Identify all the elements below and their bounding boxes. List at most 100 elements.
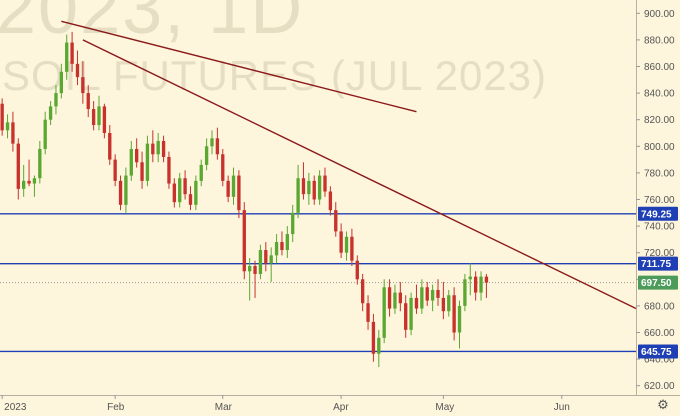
candle-body bbox=[226, 180, 230, 197]
x-tick-label: Mar bbox=[215, 402, 233, 413]
x-tick-label: 2023 bbox=[4, 402, 27, 413]
candle-body bbox=[124, 175, 128, 205]
y-tick-label: 880.00 bbox=[644, 35, 675, 46]
candle-body bbox=[301, 178, 306, 195]
candle-body bbox=[350, 236, 354, 261]
candle-body bbox=[285, 234, 289, 251]
trendline bbox=[82, 39, 637, 310]
y-tick-label: 840.00 bbox=[644, 89, 675, 100]
candle-body bbox=[113, 159, 117, 181]
candle-body bbox=[161, 140, 166, 157]
candle-body bbox=[382, 287, 386, 338]
candle-body bbox=[151, 143, 155, 155]
candle-body bbox=[312, 180, 316, 200]
candle-body bbox=[86, 93, 90, 110]
candle-body bbox=[360, 279, 365, 304]
candle-body bbox=[463, 279, 467, 306]
candle-body bbox=[328, 191, 333, 211]
candle-body bbox=[65, 42, 69, 72]
current-price-tag-bg bbox=[638, 275, 678, 290]
candle-body bbox=[204, 146, 209, 165]
y-tick-label: 860.00 bbox=[644, 62, 675, 73]
y-tick-label: 640.00 bbox=[644, 355, 675, 366]
candle-body bbox=[339, 231, 343, 253]
candle-body bbox=[398, 292, 402, 304]
candle-body bbox=[452, 295, 456, 333]
candle-body bbox=[377, 337, 381, 354]
candle-body bbox=[75, 63, 80, 78]
candle-body bbox=[436, 289, 440, 298]
candle-body bbox=[183, 178, 187, 195]
candle-body bbox=[323, 175, 327, 192]
candle-body bbox=[167, 156, 171, 184]
candle-body bbox=[0, 103, 4, 131]
candle-body bbox=[22, 180, 26, 189]
candle-body bbox=[221, 154, 225, 181]
candle-body bbox=[210, 138, 214, 147]
y-tick-label: 800.00 bbox=[644, 142, 675, 153]
candle-body bbox=[473, 276, 478, 293]
candle-body bbox=[48, 106, 53, 120]
candle-body bbox=[27, 180, 31, 184]
y-tick-label: 660.00 bbox=[644, 328, 675, 339]
candle-body bbox=[102, 106, 107, 133]
candle-body bbox=[32, 178, 37, 184]
candle-body bbox=[366, 303, 370, 322]
candle-body bbox=[108, 132, 112, 160]
candle-body bbox=[414, 297, 419, 309]
candle-body bbox=[307, 180, 311, 195]
gear-icon: ⚙ bbox=[657, 397, 669, 412]
x-tick-label: May bbox=[435, 402, 454, 413]
level-price-tag-bg bbox=[638, 256, 678, 271]
candle-body bbox=[420, 287, 424, 309]
candle-body bbox=[5, 122, 10, 131]
candle-body bbox=[457, 305, 462, 333]
candle-body bbox=[258, 250, 263, 274]
candle-body bbox=[140, 162, 144, 181]
current-price-tag: 697.50 bbox=[641, 278, 672, 289]
candle-body bbox=[118, 180, 123, 205]
candle-body bbox=[355, 260, 359, 280]
x-tick-label: Feb bbox=[107, 402, 125, 413]
candle-body bbox=[199, 164, 203, 181]
y-tick-label: 820.00 bbox=[644, 115, 675, 126]
candle-body bbox=[129, 148, 133, 176]
level-price-tag-bg bbox=[638, 344, 678, 359]
candle-body bbox=[231, 175, 236, 197]
candle-body bbox=[393, 292, 397, 309]
candle-body bbox=[291, 212, 295, 235]
candle-body bbox=[317, 175, 322, 200]
candle-body bbox=[38, 148, 42, 179]
candle-body bbox=[237, 175, 241, 211]
y-tick-label: 740.00 bbox=[644, 222, 675, 233]
x-tick-label: Jun bbox=[554, 402, 570, 413]
candle-body bbox=[430, 289, 435, 301]
candle-body bbox=[145, 143, 150, 181]
y-tick-label: 720.00 bbox=[644, 248, 675, 259]
level-price-tag: 749.25 bbox=[641, 209, 672, 220]
y-tick-label: 680.00 bbox=[644, 301, 675, 312]
candle-body bbox=[247, 265, 252, 272]
candle-body bbox=[156, 140, 160, 155]
candle-body bbox=[269, 255, 273, 264]
candle-body bbox=[484, 276, 489, 283]
candle-body bbox=[441, 297, 446, 312]
candle-body bbox=[59, 71, 64, 94]
candle-body bbox=[194, 180, 198, 205]
candle-body bbox=[253, 265, 257, 274]
candle-body bbox=[479, 276, 483, 293]
candle-body bbox=[43, 119, 47, 149]
candle-body bbox=[242, 210, 246, 272]
y-tick-label: 780.00 bbox=[644, 168, 675, 179]
y-tick-label: 760.00 bbox=[644, 195, 675, 206]
candle-body bbox=[404, 303, 408, 330]
candle-body bbox=[188, 194, 193, 205]
candle-body bbox=[468, 276, 472, 280]
candle-body bbox=[334, 210, 338, 232]
settings-button[interactable]: ⚙ bbox=[650, 395, 676, 415]
level-price-tag-bg bbox=[638, 206, 678, 221]
candle-body bbox=[274, 242, 279, 256]
candle-body bbox=[371, 321, 376, 354]
candle-body bbox=[425, 287, 429, 301]
